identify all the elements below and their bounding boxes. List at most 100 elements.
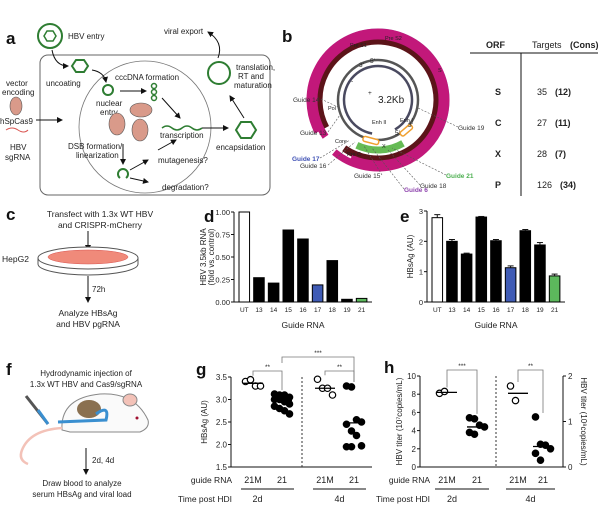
translation-label-3: maturation xyxy=(234,81,272,90)
x-tick-label: 14 xyxy=(463,307,471,314)
table-cell-orf: S xyxy=(495,87,501,97)
strand-label: - xyxy=(351,78,353,85)
rcdna-icon xyxy=(102,84,114,96)
guide-target-line xyxy=(320,98,341,109)
cas9-label: hSpCas9 xyxy=(0,117,33,126)
mouse-icon xyxy=(19,393,149,466)
bar-14 xyxy=(460,253,473,303)
cas9-protein-icon xyxy=(9,96,23,116)
data-point xyxy=(347,442,356,451)
x-tick-label: UT xyxy=(433,307,442,314)
data-point xyxy=(531,449,540,458)
degradation-label: degradation? xyxy=(162,183,209,192)
x-axis-title: Guide RNA xyxy=(475,320,518,330)
significance-bracket xyxy=(252,370,283,391)
panel-label-f: f xyxy=(6,360,12,379)
x-tick-label: 13 xyxy=(255,307,263,314)
y-tick-label: 2.5 xyxy=(216,418,228,427)
data-point xyxy=(470,414,479,423)
significance-label: *** xyxy=(458,363,466,370)
guide-target-line xyxy=(319,139,351,159)
translation-label-1: translation, xyxy=(236,63,275,72)
x-tick-label: 18 xyxy=(522,307,530,314)
x-tick-label: 15 xyxy=(285,307,293,314)
data-point xyxy=(352,431,361,440)
table-cell-cons: (7) xyxy=(555,149,566,159)
y-tick-label: 0.00 xyxy=(215,298,230,307)
injection-label-2: 1.3x WT HBV and Cas9/sgRNA xyxy=(30,380,143,389)
guide-tick-label: 21 xyxy=(538,475,548,485)
time-label: 4d xyxy=(525,494,535,504)
virion-icon xyxy=(37,23,63,49)
x-orf-arc xyxy=(355,140,405,154)
significance-bracket xyxy=(446,369,478,414)
panel-label-g: g xyxy=(196,360,206,379)
y-axis-title-1: HBV 3.5kb RNA xyxy=(199,228,208,286)
right-y-tick-label: 0 xyxy=(568,463,573,472)
bar-UT xyxy=(431,217,444,303)
cas9-complex-icons xyxy=(108,102,153,142)
y-tick-label: 1.5 xyxy=(216,463,228,472)
nucleocapsid-icon xyxy=(234,121,258,139)
nucleus-outline xyxy=(78,60,212,194)
y-axis-title: HBsAg (AU) xyxy=(200,400,209,444)
x-tick-label: 19 xyxy=(343,307,351,314)
incubation-time-label: 72h xyxy=(92,285,105,294)
bar-21 xyxy=(355,297,368,303)
y-tick-label: 0.50 xyxy=(215,253,230,262)
time-row-label: Time post HDI xyxy=(376,494,430,504)
orf-label-pre_c: Pre C xyxy=(347,152,361,158)
bar-21 xyxy=(548,275,561,303)
table-cell-orf: C xyxy=(495,118,502,128)
cccdna-label: cccDNA formation xyxy=(115,73,179,82)
x-tick-label: 19 xyxy=(536,307,544,314)
strand-label: 5' xyxy=(370,58,375,65)
draw-blood-label-2: serum HBsAg and viral load xyxy=(32,490,131,499)
x-tick-label: 16 xyxy=(299,307,307,314)
x-tick-label: 16 xyxy=(492,307,500,314)
guide-label: Guide 16 xyxy=(300,163,327,170)
bar-13 xyxy=(253,277,265,303)
guide-label: Guide 21 xyxy=(446,173,474,180)
guide-target-line xyxy=(417,107,459,128)
table-cell-targets: 35 xyxy=(537,87,547,97)
significance-label: ** xyxy=(265,364,271,371)
hbv-entry-label: HBV entry xyxy=(68,32,104,41)
x-axis-title: Guide RNA xyxy=(282,320,325,330)
guide-target-line xyxy=(363,145,383,176)
data-point xyxy=(440,387,449,396)
y-tick-label: 0.25 xyxy=(215,276,230,285)
guide-label: Guide 14 xyxy=(293,97,320,104)
transcription-label: transcription xyxy=(160,131,204,140)
orf-label-core: Core xyxy=(335,139,347,145)
vector-label-2: encoding xyxy=(2,88,34,97)
guide-label: Guide 13 xyxy=(300,130,327,137)
guide-label: Guide 17 xyxy=(292,156,320,163)
x-tick-label: 21 xyxy=(551,307,559,314)
bar-15 xyxy=(282,229,295,303)
orf-label-enh1: Enh I xyxy=(400,118,413,124)
y-tick-label: 3 xyxy=(419,207,423,216)
dsb-label-1: DSB formation/ xyxy=(68,142,123,151)
guide-tick-label: 21 xyxy=(349,475,359,485)
significance-bracket xyxy=(517,369,544,413)
data-point xyxy=(285,400,294,408)
guide-label: Guide 19 xyxy=(458,125,485,132)
orf-label-enh2: Enh II xyxy=(372,120,387,126)
table-header-targets: Targets xyxy=(532,40,562,50)
table-cell-cons: (12) xyxy=(555,87,571,97)
scatter-chart-h: 0 2 4 6 8 10 0 1 2 HBV titer (10⁸copies/mL) HBV ti… xyxy=(376,363,588,504)
data-point xyxy=(357,418,366,426)
bar-16 xyxy=(490,240,502,303)
injection-label-1: Hydrodynamic injection of xyxy=(40,369,132,378)
table-cell-targets: 27 xyxy=(537,118,547,128)
data-point xyxy=(285,410,294,418)
rna-icon xyxy=(161,125,203,131)
data-point xyxy=(347,383,356,391)
transfect-label-2: and CRISPR-mCherry xyxy=(58,220,143,230)
mutagenesis-label: mutagenesis? xyxy=(158,156,208,165)
translation-label-2: RT and xyxy=(238,72,264,81)
bar-chart-d: 0.00 0.25 0.50 0.75 1.00 UT 13 14 15 16 17 18 19 21 Gu… xyxy=(199,208,372,330)
